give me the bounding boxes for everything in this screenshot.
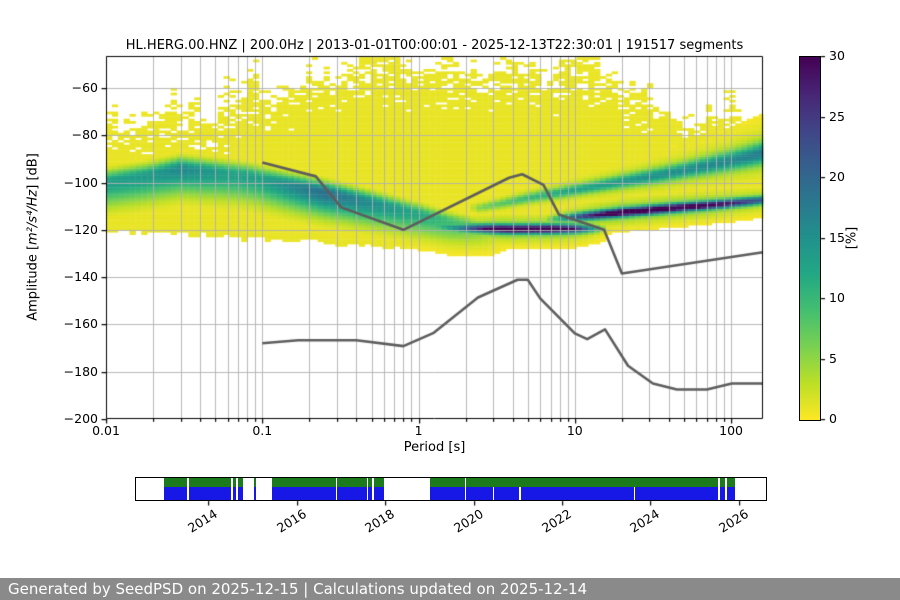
colorbar-tick-label: 15 [829, 229, 845, 245]
timeline-segment-blue [494, 487, 520, 500]
colorbar-tick-label: 10 [829, 290, 845, 305]
y-tick-label: −180 [63, 363, 98, 379]
timeline-segment-green [429, 478, 465, 487]
footer-text: Generated by SeedPSD on 2025-12-15 | Cal… [8, 580, 588, 598]
timeline-segment-green [726, 478, 735, 487]
timeline-segment-green [374, 478, 384, 487]
timeline-segment-green [253, 478, 256, 487]
timeline-availability-bar [135, 477, 767, 501]
timeline-segment-green [237, 478, 243, 487]
timeline-segment-green [368, 478, 373, 487]
timeline-segment-blue [635, 487, 719, 500]
colorbar-tick-label: 25 [829, 108, 845, 124]
x-tick-label: 1 [414, 423, 423, 438]
timeline-segment-green [466, 478, 719, 487]
timeline-segment-blue [164, 487, 188, 500]
timeline-segment-blue [726, 487, 735, 500]
y-tick-label: −140 [63, 269, 98, 285]
footer-bar: Generated by SeedPSD on 2025-12-15 | Cal… [0, 578, 900, 600]
colorbar-tick-label: 0 [829, 411, 837, 426]
timeline-segment-blue [368, 487, 373, 500]
timeline-segment-blue [272, 487, 336, 500]
y-tick-label: −80 [71, 127, 98, 143]
colorbar-tick-label: 20 [829, 169, 845, 184]
timeline-segment-blue [233, 487, 236, 500]
timeline-segment-blue [520, 487, 634, 500]
x-tick-label: 0.1 [252, 423, 273, 438]
timeline-segment-blue [374, 487, 384, 500]
timeline-segment-blue [253, 487, 256, 500]
timeline-segment-blue [237, 487, 243, 500]
y-tick-label: −120 [63, 221, 98, 237]
y-tick-label: −200 [63, 411, 98, 426]
timeline-segment-green [189, 478, 232, 487]
timeline-segment-blue [189, 487, 232, 500]
timeline-segment-blue [466, 487, 493, 500]
y-tick-label: −160 [63, 316, 98, 332]
timeline-segment-blue [429, 487, 465, 500]
timeline-segment-green [233, 478, 236, 487]
plot-title: HL.HERG.00.HNZ | 200.0Hz | 2013-01-01T00… [125, 38, 744, 53]
timeline-segment-green [272, 478, 336, 487]
x-tick-label: 10 [566, 423, 583, 438]
timeline-segment-green [164, 478, 188, 487]
colorbar-tick-label: 30 [829, 48, 845, 63]
timeline-segment-blue [720, 487, 725, 500]
colorbar-tick-label: 5 [829, 350, 837, 366]
timeline-segment-green [720, 478, 725, 487]
timeline-segment-green [337, 478, 367, 487]
x-tick-label: 0.01 [92, 423, 120, 438]
x-tick-label: 100 [719, 423, 744, 438]
colorbar [799, 56, 821, 421]
y-tick-label: −60 [71, 79, 98, 95]
timeline-segment-blue [337, 487, 367, 500]
y-tick-label: −100 [63, 174, 98, 190]
x-axis-label: Period [s] [403, 440, 466, 455]
